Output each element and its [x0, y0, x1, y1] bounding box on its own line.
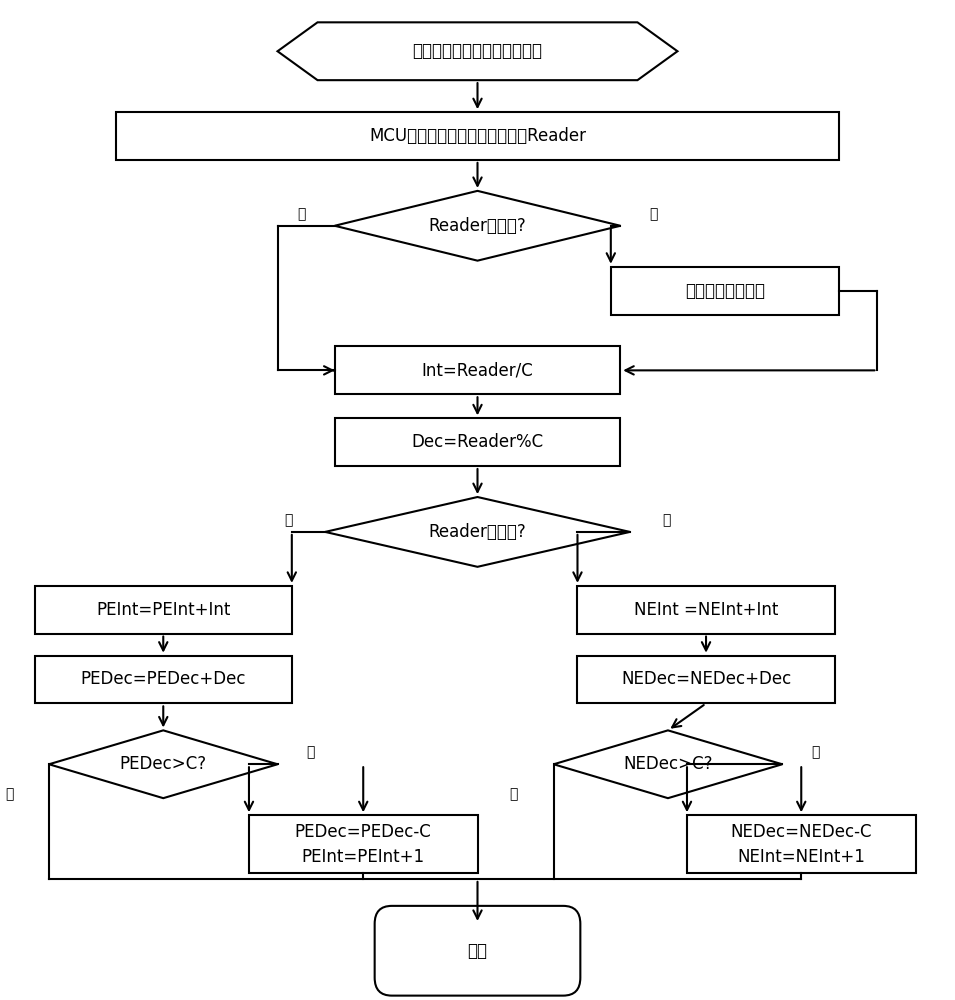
FancyBboxPatch shape: [687, 815, 916, 873]
Text: NEDec=NEDec+Dec: NEDec=NEDec+Dec: [621, 671, 791, 689]
Text: 是: 是: [285, 513, 293, 527]
Text: 是: 是: [812, 745, 819, 759]
Text: PEDec=PEDec-C
PEInt=PEInt+1: PEDec=PEDec-C PEInt=PEInt+1: [295, 823, 432, 866]
Text: PEDec>C?: PEDec>C?: [119, 755, 207, 773]
Text: PEDec=PEDec+Dec: PEDec=PEDec+Dec: [80, 671, 246, 689]
Text: 定时时间到或者潮流方向变化: 定时时间到或者潮流方向变化: [413, 42, 542, 60]
Text: 是: 是: [297, 207, 306, 221]
Text: 结束: 结束: [468, 942, 487, 960]
Text: 否: 否: [510, 787, 518, 801]
Text: NEDec=NEDec-C
NEInt=NEInt+1: NEDec=NEDec-C NEInt=NEInt+1: [731, 823, 872, 866]
Text: NEDec>C?: NEDec>C?: [624, 755, 712, 773]
Polygon shape: [554, 730, 782, 798]
FancyBboxPatch shape: [34, 656, 292, 703]
FancyBboxPatch shape: [249, 815, 478, 873]
Polygon shape: [49, 730, 278, 798]
FancyBboxPatch shape: [34, 586, 292, 634]
Text: 否: 否: [662, 513, 670, 527]
Text: 求原码，取绝对值: 求原码，取绝对值: [685, 282, 765, 300]
Text: NEInt =NEInt+Int: NEInt =NEInt+Int: [634, 601, 778, 619]
FancyBboxPatch shape: [578, 656, 835, 703]
FancyBboxPatch shape: [374, 906, 581, 996]
Text: MCU读能量寄存器获得新计数值Reader: MCU读能量寄存器获得新计数值Reader: [369, 127, 586, 145]
Text: 是: 是: [307, 745, 315, 759]
Polygon shape: [325, 497, 630, 567]
Text: 否: 否: [649, 207, 658, 221]
Text: 否: 否: [5, 787, 13, 801]
FancyBboxPatch shape: [578, 586, 835, 634]
Text: Dec=Reader%C: Dec=Reader%C: [412, 433, 543, 451]
FancyBboxPatch shape: [116, 112, 839, 160]
Text: Reader为正数?: Reader为正数?: [429, 523, 526, 541]
Polygon shape: [278, 22, 677, 80]
FancyBboxPatch shape: [611, 267, 839, 315]
FancyBboxPatch shape: [334, 418, 621, 466]
Polygon shape: [334, 191, 621, 261]
Text: Reader为正数?: Reader为正数?: [429, 217, 526, 235]
Text: Int=Reader/C: Int=Reader/C: [421, 361, 534, 379]
Text: PEInt=PEInt+Int: PEInt=PEInt+Int: [96, 601, 230, 619]
FancyBboxPatch shape: [334, 346, 621, 394]
